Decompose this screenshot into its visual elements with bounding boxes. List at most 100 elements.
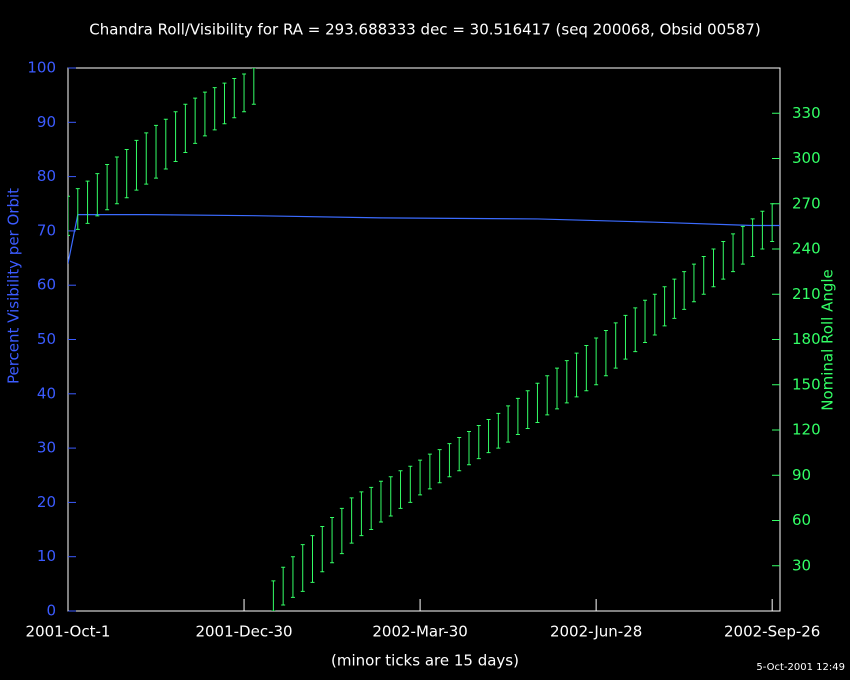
roll-range-bar <box>496 412 501 449</box>
roll-range-bar <box>68 195 70 236</box>
roll-range-bar <box>613 322 618 369</box>
roll-range-bar <box>105 164 110 211</box>
roll-range-bar <box>124 148 129 199</box>
roll-range-bar <box>173 111 178 163</box>
roll-range-bar <box>525 390 530 429</box>
y2-axis-label: Nominal Roll Angle <box>819 269 837 411</box>
y-tick-label: 60 <box>37 276 56 294</box>
roll-range-bar <box>222 82 227 125</box>
y2-tick-label: 150 <box>792 375 821 393</box>
roll-range-bar <box>281 566 286 606</box>
roll-range-bar <box>476 424 481 460</box>
roll-range-bar <box>760 210 765 250</box>
roll-range-bar <box>594 337 599 386</box>
y2-tick-label: 210 <box>792 285 821 303</box>
y2-tick-label: 180 <box>792 330 821 348</box>
y-axis-label: Percent Visibility per Orbit <box>5 188 23 384</box>
roll-range-bar <box>212 87 217 131</box>
roll-range-bar <box>154 124 159 179</box>
footnote: 5-Oct-2001 12:49 <box>756 662 845 673</box>
roll-range-bar <box>535 382 540 423</box>
y-tick-label: 70 <box>37 221 56 239</box>
plot-frame <box>67 67 781 612</box>
roll-range-bar <box>770 203 775 242</box>
y2-tick-label: 30 <box>792 556 811 574</box>
roll-range-bar <box>603 329 608 377</box>
roll-range-bar <box>388 476 393 517</box>
plot-area <box>68 68 780 611</box>
roll-range-bar <box>339 507 344 555</box>
y2-tick-label: 270 <box>792 194 821 212</box>
roll-range-bar <box>447 443 452 478</box>
roll-range-bar <box>193 97 198 144</box>
x-axis-label: (minor ticks are 15 days) <box>331 652 519 670</box>
roll-range-bar <box>721 240 726 280</box>
roll-range-bar <box>623 314 628 360</box>
roll-range-bar <box>672 278 677 319</box>
roll-range-bar <box>398 470 403 509</box>
roll-range-bar <box>506 405 511 443</box>
roll-range-bar <box>369 486 374 531</box>
y2-tick-label: 240 <box>792 240 821 258</box>
roll-range-bar <box>691 263 696 303</box>
roll-range-bar <box>437 449 442 484</box>
roll-range-bar <box>633 307 638 353</box>
roll-range-bar <box>85 180 90 224</box>
y2-tick-label: 300 <box>792 149 821 167</box>
roll-range-bar <box>290 556 295 598</box>
x-tick-label: 2002-Jun-28 <box>550 623 642 641</box>
x-tick-label: 2002-Mar-30 <box>372 623 467 641</box>
roll-range-bar <box>310 535 315 583</box>
roll-range-bar <box>251 68 256 105</box>
y2-tick-label: 60 <box>792 511 811 529</box>
roll-range-bar <box>330 516 335 564</box>
y-tick-label: 20 <box>37 493 56 511</box>
roll-range-bar <box>731 233 736 273</box>
roll-range-bar <box>75 188 80 230</box>
roll-range-bar <box>300 544 305 592</box>
roll-range-bar <box>242 73 247 113</box>
roll-range-bar <box>418 459 423 496</box>
y-tick-label: 10 <box>37 547 56 565</box>
roll-range-bar <box>114 156 119 205</box>
y-tick-label: 80 <box>37 167 56 185</box>
roll-range-bar <box>163 118 168 170</box>
y-tick-label: 40 <box>37 384 56 402</box>
roll-range-bar <box>740 225 745 265</box>
roll-range-bar <box>750 218 755 258</box>
roll-range-bar <box>320 526 325 573</box>
roll-range-bar <box>564 360 569 404</box>
roll-range-bar <box>95 173 100 217</box>
y2-tick-label: 330 <box>792 104 821 122</box>
x-tick-label: 2001-Oct-1 <box>26 623 111 641</box>
roll-range-bar <box>183 103 188 153</box>
x-tick-label: 2001-Dec-30 <box>195 623 292 641</box>
chart-title: Chandra Roll/Visibility for RA = 293.688… <box>89 21 760 39</box>
roll-range-bar <box>545 375 550 416</box>
roll-range-bar <box>682 271 687 310</box>
roll-range-bar <box>574 352 579 398</box>
roll-range-bar <box>652 293 657 336</box>
roll-range-bar <box>486 418 491 454</box>
roll-range-bar <box>643 299 648 344</box>
roll-range-bar <box>711 248 716 288</box>
y-tick-label: 100 <box>27 59 56 77</box>
roll-range-bar <box>271 580 276 611</box>
y2-tick-label: 120 <box>792 421 821 439</box>
y2-tick-label: 90 <box>792 466 811 484</box>
roll-range-bar <box>408 465 413 503</box>
roll-range-bar <box>427 453 432 490</box>
roll-range-bar <box>457 437 462 472</box>
roll-range-bar <box>701 256 706 295</box>
y-tick-label: 50 <box>37 330 56 348</box>
roll-range-bar <box>584 345 589 392</box>
roll-range-bar <box>144 132 149 185</box>
roll-range-bar <box>134 139 139 191</box>
roll-range-bar <box>378 480 383 523</box>
y-tick-label: 90 <box>37 113 56 131</box>
roll-range-bar <box>232 78 237 119</box>
y-tick-label: 0 <box>46 602 56 620</box>
y-tick-label: 30 <box>37 439 56 457</box>
roll-range-bar <box>202 91 207 137</box>
